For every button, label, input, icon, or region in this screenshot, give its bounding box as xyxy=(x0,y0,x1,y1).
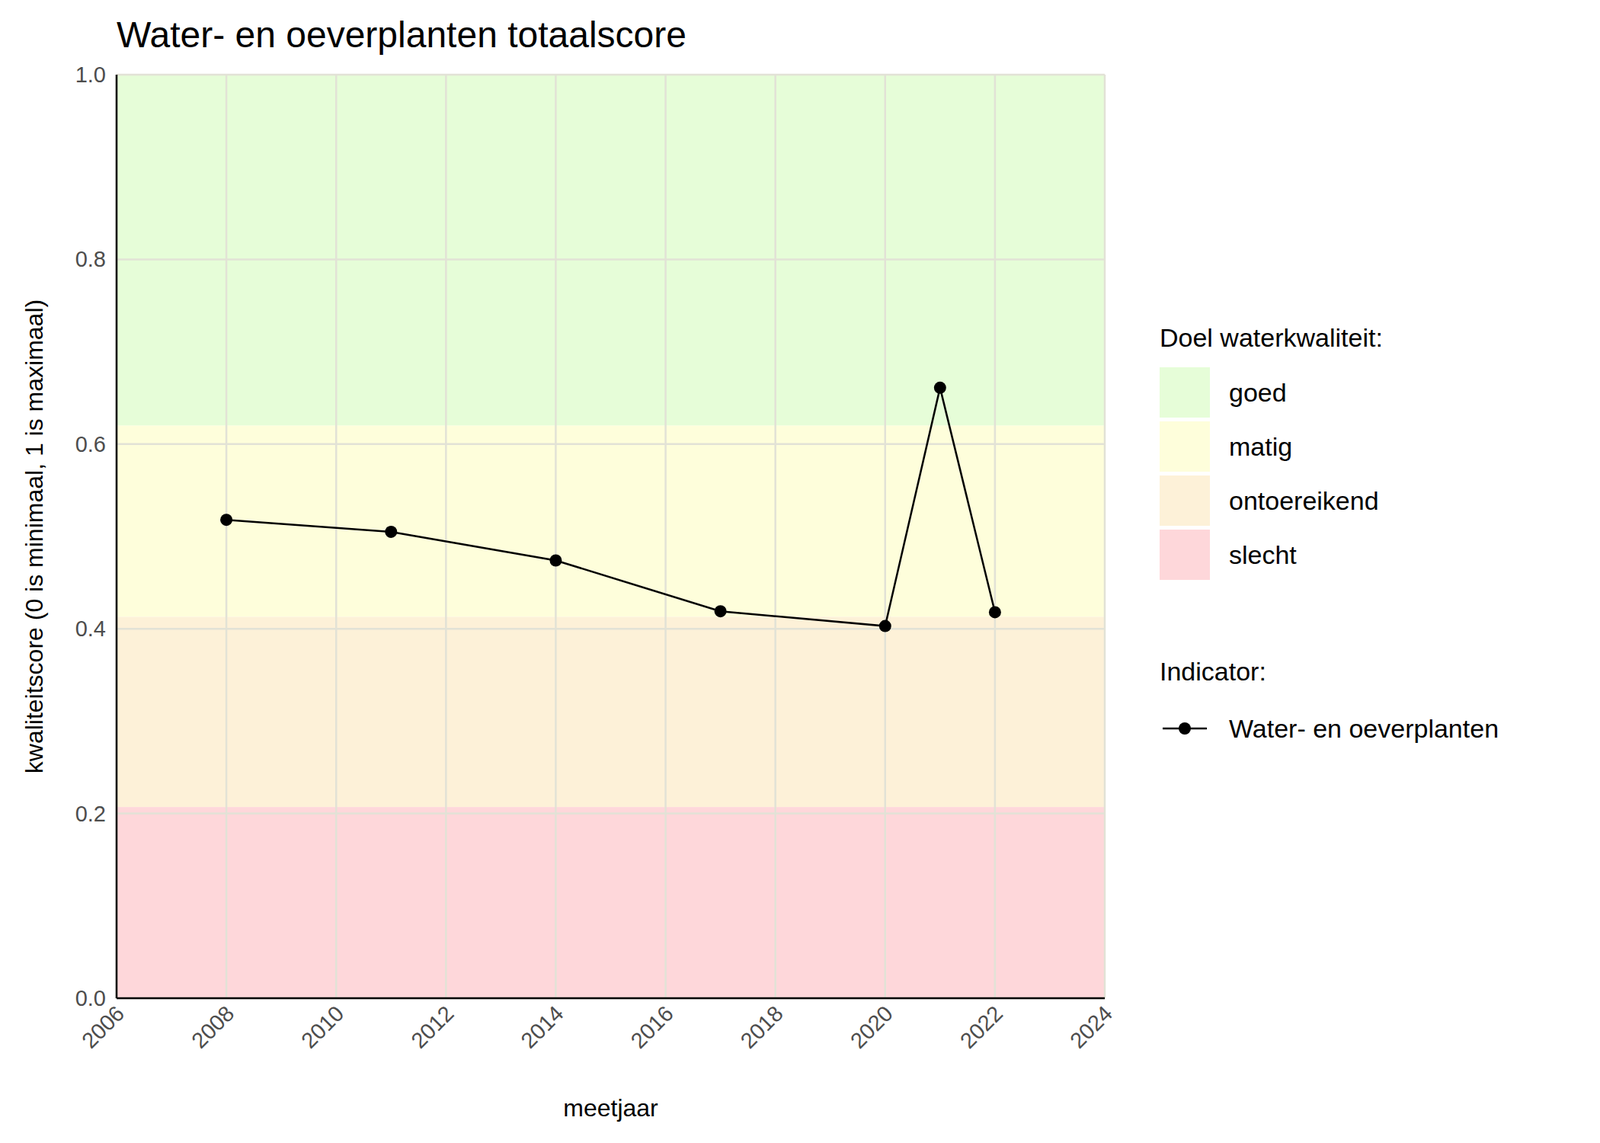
point xyxy=(384,525,397,538)
x-tick-label: 2024 xyxy=(1065,1001,1117,1053)
point xyxy=(220,513,233,526)
title: Water- en oeverplanten totaalscore xyxy=(116,14,687,55)
y-axis xyxy=(115,74,119,999)
point xyxy=(714,604,727,618)
grid-line xyxy=(116,258,1105,261)
grid-line xyxy=(115,74,119,999)
data xyxy=(220,381,1002,633)
bands xyxy=(116,74,1105,999)
y-tick-label: 0.2 xyxy=(75,801,106,826)
grid-line xyxy=(444,74,448,999)
grid-line xyxy=(116,997,1105,1000)
x-axis-title: meetjaar xyxy=(563,1094,659,1122)
x-tick-label: 2008 xyxy=(186,1001,239,1053)
x-tick-label: 2020 xyxy=(845,1001,898,1053)
grid-line xyxy=(335,74,338,999)
grid-line xyxy=(774,74,777,999)
band xyxy=(116,74,1105,426)
legend-key xyxy=(1178,722,1191,735)
y-tick-label: 0.0 xyxy=(75,985,106,1011)
point xyxy=(934,381,947,394)
grid-line xyxy=(884,74,887,999)
x-axis xyxy=(116,997,1105,1000)
legend-title: Doel waterkwaliteit: xyxy=(1159,323,1383,352)
x-tick-label: 2022 xyxy=(955,1001,1008,1053)
legend-title: Indicator: xyxy=(1159,656,1267,686)
legend-key xyxy=(1159,475,1210,526)
x-tick-label: 2014 xyxy=(515,1001,568,1053)
legend-label: ontoereikend xyxy=(1228,486,1380,516)
band xyxy=(116,806,1105,999)
y-tick-label: 0.4 xyxy=(75,616,106,641)
grid-line xyxy=(225,74,228,999)
grid-line xyxy=(116,443,1105,446)
x-tick-label: 2016 xyxy=(626,1001,679,1053)
point xyxy=(549,554,562,567)
x-tick-label: 2018 xyxy=(736,1001,788,1053)
x-tick-label: 2012 xyxy=(406,1001,458,1053)
legend-key xyxy=(1159,421,1210,472)
y-tick-label: 0.6 xyxy=(75,432,106,457)
x-tick-label: 2010 xyxy=(296,1001,349,1053)
grid-line xyxy=(116,73,1105,77)
grid-line xyxy=(994,74,997,999)
y-axis-title: kwaliteitscore (0 is minimaal, 1 is maxi… xyxy=(20,299,48,774)
point xyxy=(988,605,1002,618)
x-tick-label: 2006 xyxy=(76,1001,129,1053)
legend-label: goed xyxy=(1228,377,1287,407)
legend-key xyxy=(1159,529,1210,580)
legend-label: Water- en oeverplanten xyxy=(1228,713,1499,743)
grid-line xyxy=(116,627,1105,631)
legend-label: slecht xyxy=(1228,540,1297,570)
y-tick-label: 1.0 xyxy=(75,62,106,87)
grid xyxy=(116,74,1105,999)
legend-key xyxy=(1159,367,1210,418)
y-tick-label: 0.8 xyxy=(75,246,106,272)
legend-label: matig xyxy=(1228,432,1293,461)
grid-line xyxy=(664,74,667,999)
grid-line xyxy=(554,74,557,999)
grid-line xyxy=(1104,74,1107,999)
band xyxy=(116,616,1105,807)
series-line xyxy=(226,387,996,627)
grid-line xyxy=(116,812,1105,815)
chart: 0.0 0.2 0.4 0.6 0.8 1.0 2006 2008 2010 2012 2014 20… xyxy=(0,0,1600,1143)
point xyxy=(879,620,892,633)
